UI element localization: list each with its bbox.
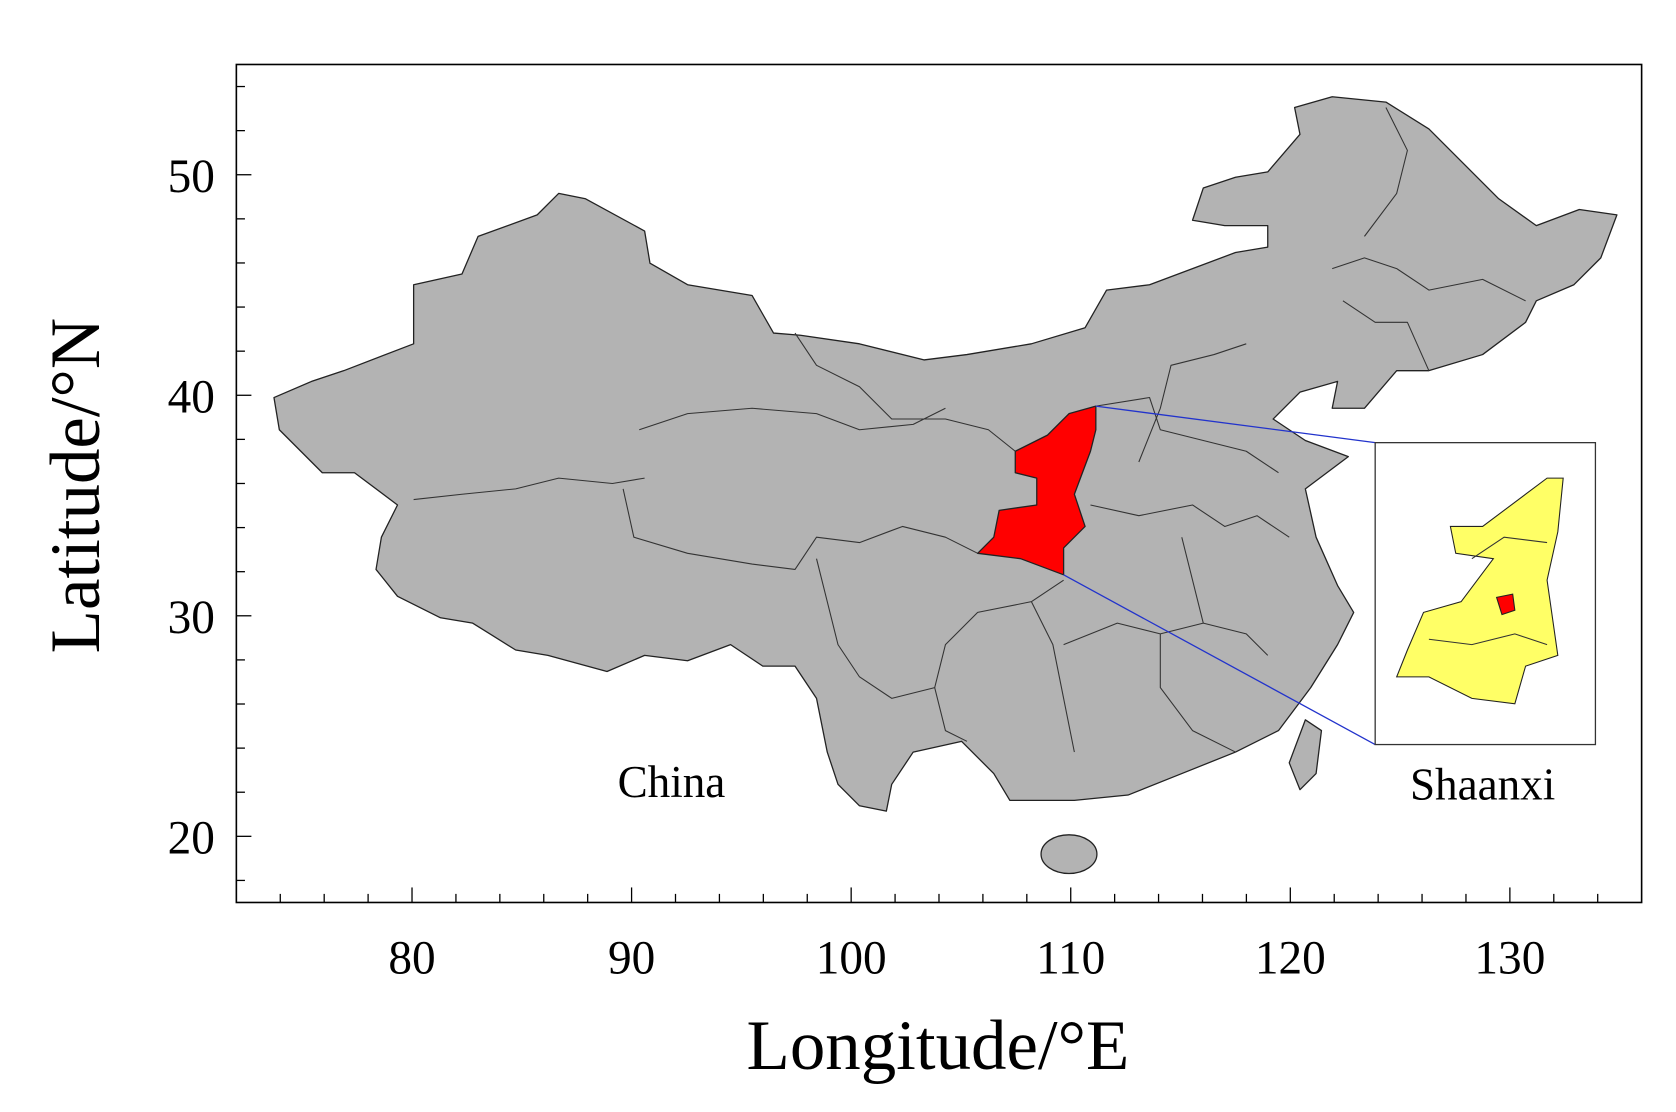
x-tick-label: 110 [1036,932,1105,984]
x-tick-label: 120 [1255,932,1326,984]
xian-highlight [1495,593,1516,616]
inset [1063,405,1597,746]
shaanxi-inset [1395,477,1564,705]
taiwan [1288,719,1323,791]
hainan [1040,834,1098,875]
x-axis-label: Longitude/°E [747,1007,1130,1085]
province-borders [413,107,1526,753]
y-tick-label: 20 [168,813,215,865]
china-map [273,96,1618,875]
x-tick-label: 130 [1474,932,1545,984]
inset-borders [1471,536,1548,560]
region-label: China [618,757,726,807]
axes: 80 90 100 110 120 130 20 30 40 50 [168,85,1599,984]
connector-line [1095,405,1376,444]
shaanxi-highlight [977,405,1097,576]
china-outline [273,96,1618,812]
inset-borders [1428,633,1548,646]
y-axis-label: Latitude/°N [37,318,115,653]
x-tick-label: 100 [816,932,887,984]
connector-line [1063,574,1376,746]
x-tick-label: 80 [388,932,435,984]
y-tick-label: 40 [168,371,215,423]
y-tick-label: 50 [168,151,215,203]
y-tick-label: 30 [168,592,215,644]
inset-label: Shaanxi [1410,759,1555,809]
x-tick-label: 90 [608,932,655,984]
